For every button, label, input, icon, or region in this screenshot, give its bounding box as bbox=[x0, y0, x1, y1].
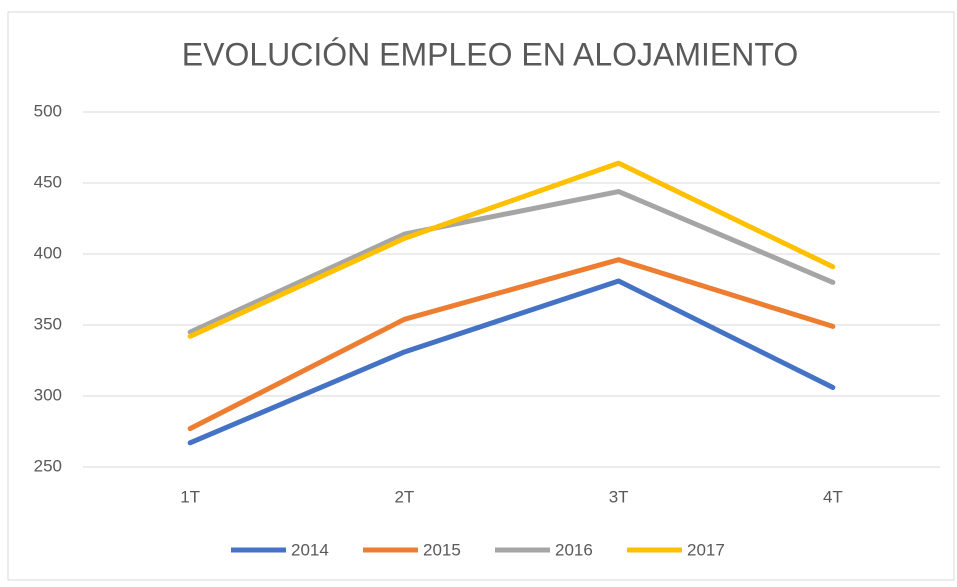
x-tick-label: 3T bbox=[609, 487, 629, 506]
series-line bbox=[187, 257, 836, 432]
y-tick-label: 300 bbox=[34, 385, 62, 404]
chart-title: EVOLUCIÓN EMPLEO EN ALOJAMIENTO bbox=[182, 36, 798, 72]
legend-label: 2015 bbox=[423, 540, 461, 559]
y-tick-label: 500 bbox=[34, 101, 62, 120]
x-tick-label: 1T bbox=[180, 487, 200, 506]
series-line bbox=[187, 189, 836, 335]
x-tick-label: 4T bbox=[823, 487, 843, 506]
y-tick-label: 400 bbox=[34, 243, 62, 262]
x-tick-label: 2T bbox=[394, 487, 414, 506]
legend-label: 2017 bbox=[687, 540, 725, 559]
legend-label: 2016 bbox=[555, 540, 593, 559]
legend-label: 2014 bbox=[291, 540, 329, 559]
series-line bbox=[187, 160, 836, 339]
y-tick-label: 250 bbox=[34, 456, 62, 475]
series-line bbox=[187, 278, 836, 446]
y-tick-label: 450 bbox=[34, 172, 62, 191]
y-tick-label: 350 bbox=[34, 314, 62, 333]
